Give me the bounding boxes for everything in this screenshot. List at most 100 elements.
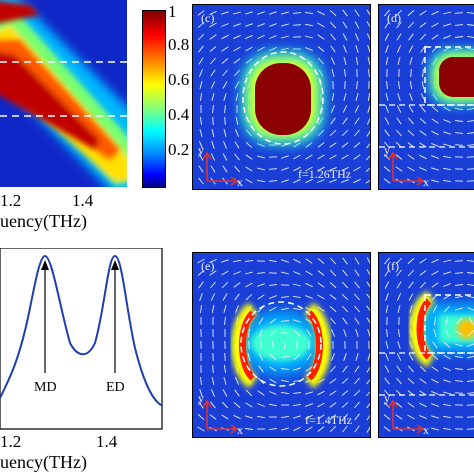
field-arrow (385, 340, 389, 350)
field-arrow (210, 389, 216, 397)
field-arrow (384, 389, 390, 397)
field-arrow (199, 129, 203, 137)
field-arrow (331, 93, 335, 101)
field-arrow (354, 425, 360, 433)
field-arrow (257, 403, 265, 407)
panel-f-axis-y-label: y (384, 391, 390, 405)
field-arrow (330, 45, 336, 53)
field-arrow (211, 377, 215, 385)
field-arrow (257, 11, 265, 15)
field-arrow (269, 306, 277, 312)
field-arrow (397, 93, 401, 101)
field-arrow (257, 179, 265, 183)
field-arrow (248, 340, 250, 350)
field-arrow (454, 284, 464, 286)
panel-d-axis-x-label: x (423, 175, 429, 189)
field-arrow (409, 341, 413, 349)
field-arrow (342, 269, 348, 277)
field-arrow (443, 155, 451, 159)
field-arrow (293, 415, 301, 419)
field-arrow (431, 415, 439, 419)
field-arrow (443, 271, 451, 275)
field-arrow (419, 281, 427, 289)
field-arrow (245, 166, 253, 172)
field-arrow (293, 154, 301, 160)
field-arrow (293, 367, 301, 371)
field-arrow (199, 80, 203, 90)
field-arrow (431, 130, 439, 136)
field-arrow (293, 142, 301, 148)
field-arrow (330, 57, 336, 65)
field-arrow (395, 166, 403, 172)
spectrum-plot (0, 248, 163, 430)
field-arrow (200, 376, 202, 386)
field-arrow (421, 81, 425, 89)
field-arrow (442, 259, 452, 263)
field-arrow (293, 403, 301, 407)
field-arrow (353, 389, 361, 397)
field-arrow (329, 378, 337, 384)
field-arrow (365, 391, 370, 397)
field-arrow (222, 293, 228, 301)
field-arrow (431, 270, 439, 276)
panel-e-label: (e) (201, 259, 215, 273)
field-arrow (331, 353, 335, 361)
field-arrow (317, 166, 325, 172)
field-arrow (397, 56, 401, 66)
field-arrow (197, 426, 205, 432)
field-arrow (317, 306, 325, 312)
top-x-axis-label: uency(THz) (0, 211, 87, 231)
field-arrow (341, 305, 349, 313)
field-arrow (383, 414, 391, 420)
field-arrow (396, 45, 402, 53)
field-arrow (367, 105, 370, 113)
field-arrow (198, 165, 204, 173)
field-arrow (281, 167, 289, 171)
field-arrow (454, 380, 464, 382)
field-arrow (245, 415, 253, 419)
field-arrow (304, 35, 314, 39)
field-arrow (223, 141, 227, 149)
field-arrow (269, 318, 277, 324)
field-arrow (245, 154, 253, 160)
field-arrow (223, 377, 227, 385)
field-arrow (419, 117, 427, 125)
field-arrow (443, 342, 451, 348)
panel-e-field (193, 253, 370, 437)
field-arrow (407, 10, 415, 16)
field-arrow (454, 144, 464, 146)
field-arrow (384, 33, 390, 41)
field-arrow (431, 118, 439, 124)
field-arrow (366, 426, 370, 433)
field-arrow (419, 22, 427, 28)
field-arrow (342, 33, 348, 41)
field-arrow (341, 413, 349, 421)
field-arrow (366, 414, 370, 421)
field-arrow (209, 270, 217, 276)
field-arrow (221, 259, 229, 263)
panel-e-frequency: f=1.4THz (305, 413, 353, 427)
field-arrow (443, 305, 451, 313)
field-arrow (197, 21, 205, 29)
field-arrow (341, 293, 349, 301)
field-arrow (209, 34, 217, 40)
field-arrow (269, 403, 277, 407)
field-arrow (281, 307, 289, 311)
field-arrow (233, 46, 241, 52)
field-arrow (454, 272, 464, 274)
field-arrow (245, 389, 253, 397)
field-arrow (283, 341, 287, 349)
field-arrow (197, 270, 205, 276)
field-arrow (442, 391, 452, 395)
field-arrow (244, 428, 254, 430)
field-arrow (466, 428, 474, 430)
field-arrow (245, 34, 253, 40)
field-arrow (341, 281, 349, 289)
field-arrow (342, 425, 348, 433)
field-arrow (248, 328, 250, 338)
field-arrow (221, 414, 229, 420)
field-arrow (235, 92, 239, 102)
field-arrow (234, 129, 240, 137)
field-arrow (269, 11, 277, 15)
field-arrow (443, 106, 451, 112)
